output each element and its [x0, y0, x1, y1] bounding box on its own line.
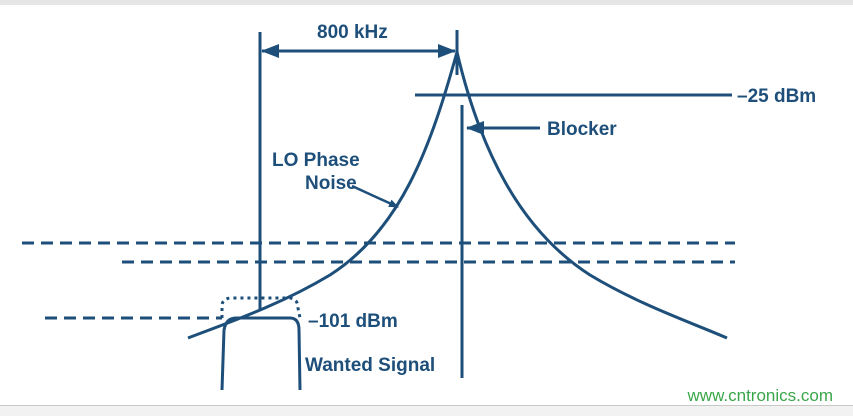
bottom-border	[0, 405, 853, 416]
phase-noise-curve-right	[455, 51, 728, 340]
phase-noise-pointer	[351, 184, 399, 209]
phase-noise-curve-left	[187, 51, 459, 340]
phase-noise-label-2: Noise	[305, 173, 357, 194]
watermark: www.cntronics.com	[687, 386, 833, 405]
phase-noise-label-1: LO Phase	[272, 150, 360, 171]
dotted-channel-mask	[220, 296, 302, 319]
wanted-level-label: –101 dBm	[308, 311, 398, 332]
blocker-level-label: –25 dBm	[737, 86, 816, 107]
wanted-signal-shape	[220, 316, 302, 391]
wanted-signal-label: Wanted Signal	[305, 355, 435, 376]
blocker-label: Blocker	[547, 119, 617, 140]
spacing-label: 800 kHz	[317, 22, 388, 43]
top-border	[0, 0, 853, 5]
